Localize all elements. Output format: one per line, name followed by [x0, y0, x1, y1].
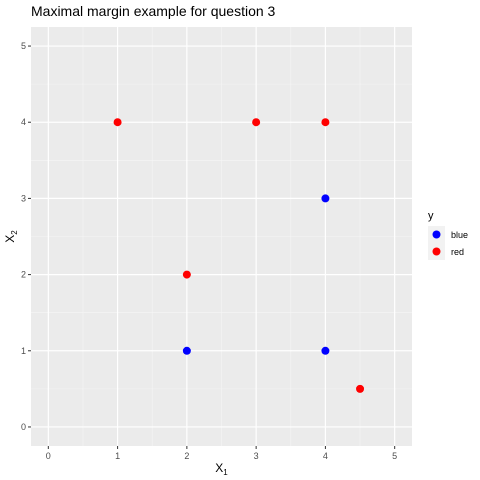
chart-title: Maximal margin example for question 3 [31, 3, 276, 19]
y-tick-label: 2 [21, 270, 26, 280]
y-axis-title: X2 [3, 230, 19, 243]
y-tick-label: 3 [21, 193, 26, 203]
y-tick-label: 1 [21, 346, 26, 356]
y-axis-title-subscript: 2 [10, 230, 19, 235]
data-point-blue [182, 346, 191, 355]
legend-label-blue: blue [451, 230, 468, 240]
legend: y blue red [428, 210, 468, 260]
x-axis-title-subscript: 1 [223, 468, 228, 477]
legend-label-red: red [451, 247, 464, 257]
y-axis-title-base: X [3, 235, 17, 243]
minor-gridlines [31, 27, 412, 446]
y-tick-label: 4 [21, 117, 26, 127]
data-point-red [113, 118, 122, 127]
x-axis-title-base: X [215, 461, 223, 475]
data-point-blue [321, 346, 330, 355]
axis-ticks: 0 1 2 3 4 5 0 1 2 3 4 5 [21, 41, 397, 461]
data-points [113, 118, 365, 393]
major-gridlines [31, 27, 412, 446]
data-point-blue [321, 194, 330, 203]
x-tick-label: 0 [46, 451, 51, 461]
x-tick-label: 5 [392, 451, 397, 461]
x-tick-label: 3 [254, 451, 259, 461]
legend-key-red [432, 247, 441, 256]
x-tick-label: 2 [184, 451, 189, 461]
data-point-red [356, 384, 365, 393]
legend-title: y [428, 210, 434, 222]
x-tick-label: 1 [115, 451, 120, 461]
data-point-red [321, 118, 330, 127]
data-point-red [182, 270, 191, 279]
y-tick-label: 0 [21, 422, 26, 432]
x-tick-label: 4 [323, 451, 328, 461]
y-tick-label: 5 [21, 41, 26, 51]
legend-entries: blue red [428, 226, 468, 260]
legend-key-blue [432, 230, 441, 239]
x-axis-title: X1 [215, 461, 228, 477]
data-point-red [252, 118, 261, 127]
